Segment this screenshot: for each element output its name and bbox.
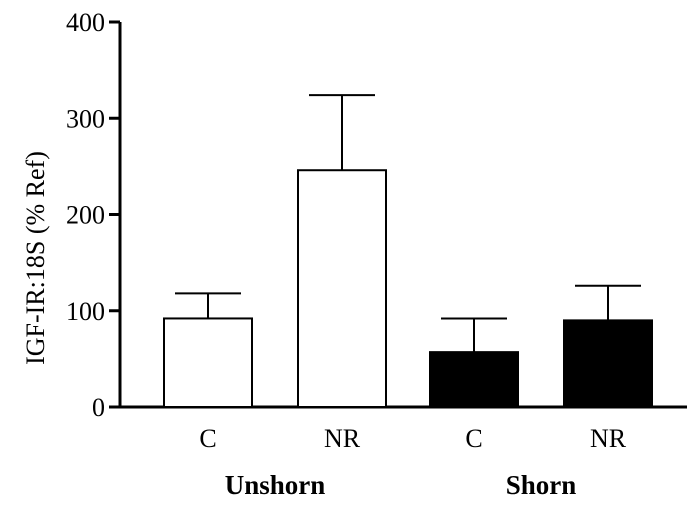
y-tick-label: 400 (66, 8, 105, 37)
y-tick-label: 0 (92, 393, 105, 422)
category-label: C (465, 424, 482, 453)
category-label: NR (324, 424, 361, 453)
group-label: Unshorn (225, 470, 326, 500)
category-label: NR (590, 424, 627, 453)
y-tick-label: 300 (66, 104, 105, 133)
category-labels: C NR C NR (199, 424, 626, 453)
bar (297, 169, 387, 408)
y-tick-label: 100 (66, 297, 105, 326)
group-labels: Unshorn Shorn (225, 470, 577, 500)
y-axis: 0 100 200 300 400 (66, 8, 122, 422)
bar (563, 319, 653, 408)
y-tick-label: 200 (66, 201, 105, 230)
y-axis-label: IGF-IR:18S (% Ref) (21, 151, 50, 365)
bar (429, 351, 519, 409)
bar (163, 317, 253, 409)
category-label: C (199, 424, 216, 453)
group-label: Shorn (506, 470, 577, 500)
bars (163, 94, 653, 409)
